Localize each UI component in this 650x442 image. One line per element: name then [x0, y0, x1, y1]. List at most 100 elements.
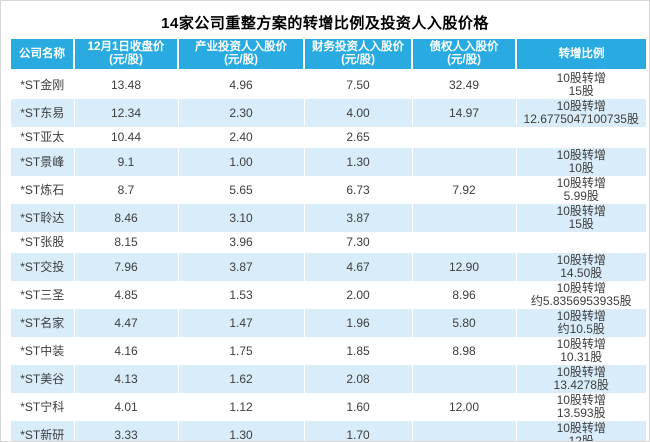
- close-price-cell: 8.46: [73, 204, 178, 232]
- industrial-price-cell: 1.12: [177, 393, 304, 421]
- ratio-cell: 10股转增 约5.8356953935股: [515, 281, 646, 309]
- ratio-cell: [515, 127, 646, 148]
- creditor-price-cell: [411, 365, 516, 393]
- industrial-price-cell: 3.87: [177, 253, 304, 281]
- financial-price-cell: 4.67: [303, 253, 412, 281]
- table-row: *ST金刚 13.48 4.96 7.50 32.49 10股转增 15股: [11, 70, 646, 99]
- financial-price-cell: 7.50: [303, 70, 412, 99]
- company-cell: *ST亚太: [20, 130, 65, 144]
- creditor-price-cell: [411, 232, 516, 253]
- ratio-cell: 10股转增 10.31股: [515, 337, 646, 365]
- ratio-cell: 10股转增 10股: [515, 148, 646, 176]
- company-cell: *ST新研: [20, 427, 65, 442]
- ratio-cell: 10股转增 约10.5股: [515, 309, 646, 337]
- ratio-cell: 10股转增 13.4278股: [515, 365, 646, 393]
- table-row: *ST三圣 4.85 1.53 2.00 8.96 10股转增 约5.83569…: [11, 281, 646, 309]
- creditor-price-cell: [411, 421, 516, 441]
- industrial-price-cell: 1.53: [177, 281, 304, 309]
- company-cell: *ST东易: [20, 105, 65, 120]
- column-header-conversion-ratio: 转增比例: [515, 39, 646, 71]
- financial-price-cell: 4.00: [303, 99, 412, 127]
- column-header-close-price: 12月1日收盘价 (元/股): [73, 39, 178, 71]
- industrial-price-cell: 3.96: [177, 232, 304, 253]
- company-cell: *ST中装: [20, 343, 65, 358]
- table-row: *ST炼石 8.7 5.65 6.73 7.92 10股转增 5.99股: [11, 176, 646, 204]
- table-row: *ST中装 4.16 1.75 1.85 8.98 10股转增 10.31股: [11, 337, 646, 365]
- ratio-cell: 10股转增 14.50股: [515, 253, 646, 281]
- table-row: *ST聆达 8.46 3.10 3.87 10股转增 15股: [11, 204, 646, 232]
- data-table: 公司名称 12月1日收盘价 (元/股) 产业投资人入股价 (元/股) 财务投资人…: [11, 39, 646, 442]
- page-title: 14家公司重整方案的转增比例及投资人入股价格: [161, 15, 489, 32]
- company-cell: *ST聆达: [20, 210, 65, 225]
- close-price-cell: 9.1: [73, 148, 178, 176]
- company-cell: *ST炼石: [20, 182, 65, 197]
- close-price-cell: 13.48: [73, 70, 178, 99]
- creditor-price-cell: 14.97: [411, 99, 516, 127]
- close-price-cell: 12.34: [73, 99, 178, 127]
- financial-price-cell: 7.30: [303, 232, 412, 253]
- financial-price-cell: 1.30: [303, 148, 412, 176]
- company-cell: *ST名家: [20, 315, 65, 330]
- close-price-cell: 4.13: [73, 365, 178, 393]
- creditor-price-cell: 5.80: [411, 309, 516, 337]
- ratio-cell: 10股转增 12.6775047100735股: [515, 99, 646, 127]
- close-price-cell: 7.96: [73, 253, 178, 281]
- creditor-price-cell: 12.00: [411, 393, 516, 421]
- table-row: *ST美谷 4.13 1.62 2.08 10股转增 13.4278股: [11, 365, 646, 393]
- table-row: *ST名家 4.47 1.47 1.96 5.80 10股转增 约10.5股: [11, 309, 646, 337]
- column-header-industrial-investor-price: 产业投资人入股价 (元/股): [177, 39, 304, 71]
- table-row: *ST东易 12.34 2.30 4.00 14.97 10股转增 12.677…: [11, 99, 646, 127]
- table-row: *ST景峰 9.1 1.00 1.30 10股转增 10股: [11, 148, 646, 176]
- financial-price-cell: 2.65: [303, 127, 412, 148]
- company-cell: *ST交投: [20, 259, 65, 274]
- ratio-cell: 10股转增 13.593股: [515, 393, 646, 421]
- financial-price-cell: 1.70: [303, 421, 412, 441]
- ratio-cell: 10股转增 15股: [515, 70, 646, 99]
- close-price-cell: 8.15: [73, 232, 178, 253]
- table-row: *ST新研 3.33 1.30 1.70 10股转增 12股: [11, 421, 646, 442]
- industrial-price-cell: 4.96: [177, 70, 304, 99]
- close-price-cell: 4.85: [73, 281, 178, 309]
- company-cell: *ST三圣: [20, 287, 65, 302]
- company-cell: *ST张股: [20, 235, 65, 249]
- close-price-cell: 4.47: [73, 309, 178, 337]
- creditor-price-cell: 7.92: [411, 176, 516, 204]
- creditor-price-cell: [411, 127, 516, 148]
- close-price-cell: 4.01: [73, 393, 178, 421]
- industrial-price-cell: 2.30: [177, 99, 304, 127]
- industrial-price-cell: 1.47: [177, 309, 304, 337]
- financial-price-cell: 6.73: [303, 176, 412, 204]
- column-header-creditor-price: 债权人入股价 (元/股): [411, 39, 516, 71]
- company-cell: *ST宁科: [20, 399, 65, 414]
- creditor-price-cell: 12.90: [411, 253, 516, 281]
- industrial-price-cell: 1.00: [177, 148, 304, 176]
- close-price-cell: 3.33: [73, 421, 178, 441]
- industrial-price-cell: 1.30: [177, 421, 304, 441]
- financial-price-cell: 1.96: [303, 309, 412, 337]
- table-row: *ST亚太 10.44 2.40 2.65: [11, 127, 646, 148]
- header-row: 公司名称 12月1日收盘价 (元/股) 产业投资人入股价 (元/股) 财务投资人…: [11, 39, 646, 71]
- close-price-cell: 10.44: [73, 127, 178, 148]
- financial-price-cell: 2.00: [303, 281, 412, 309]
- creditor-price-cell: [411, 148, 516, 176]
- ratio-cell: 10股转增 15股: [515, 204, 646, 232]
- creditor-price-cell: [411, 204, 516, 232]
- company-cell: *ST景峰: [20, 154, 65, 169]
- ratio-cell: [515, 232, 646, 253]
- table-row: *ST张股 8.15 3.96 7.30: [11, 232, 646, 253]
- financial-price-cell: 2.08: [303, 365, 412, 393]
- table-body: *ST金刚 13.48 4.96 7.50 32.49 10股转增 15股 *S…: [11, 70, 646, 442]
- industrial-price-cell: 1.75: [177, 337, 304, 365]
- financial-price-cell: 3.87: [303, 204, 412, 232]
- ratio-cell: 10股转增 5.99股: [515, 176, 646, 204]
- table-row: *ST宁科 4.01 1.12 1.60 12.00 10股转增 13.593股: [11, 393, 646, 421]
- column-header-company: 公司名称: [11, 39, 74, 71]
- table-header: 公司名称 12月1日收盘价 (元/股) 产业投资人入股价 (元/股) 财务投资人…: [11, 39, 646, 71]
- industrial-price-cell: 5.65: [177, 176, 304, 204]
- industrial-price-cell: 2.40: [177, 127, 304, 148]
- creditor-price-cell: 8.96: [411, 281, 516, 309]
- column-header-financial-investor-price: 财务投资人入股价 (元/股): [303, 39, 412, 71]
- company-cell: *ST美谷: [20, 371, 65, 386]
- ratio-cell: 10股转增 12股: [515, 421, 646, 441]
